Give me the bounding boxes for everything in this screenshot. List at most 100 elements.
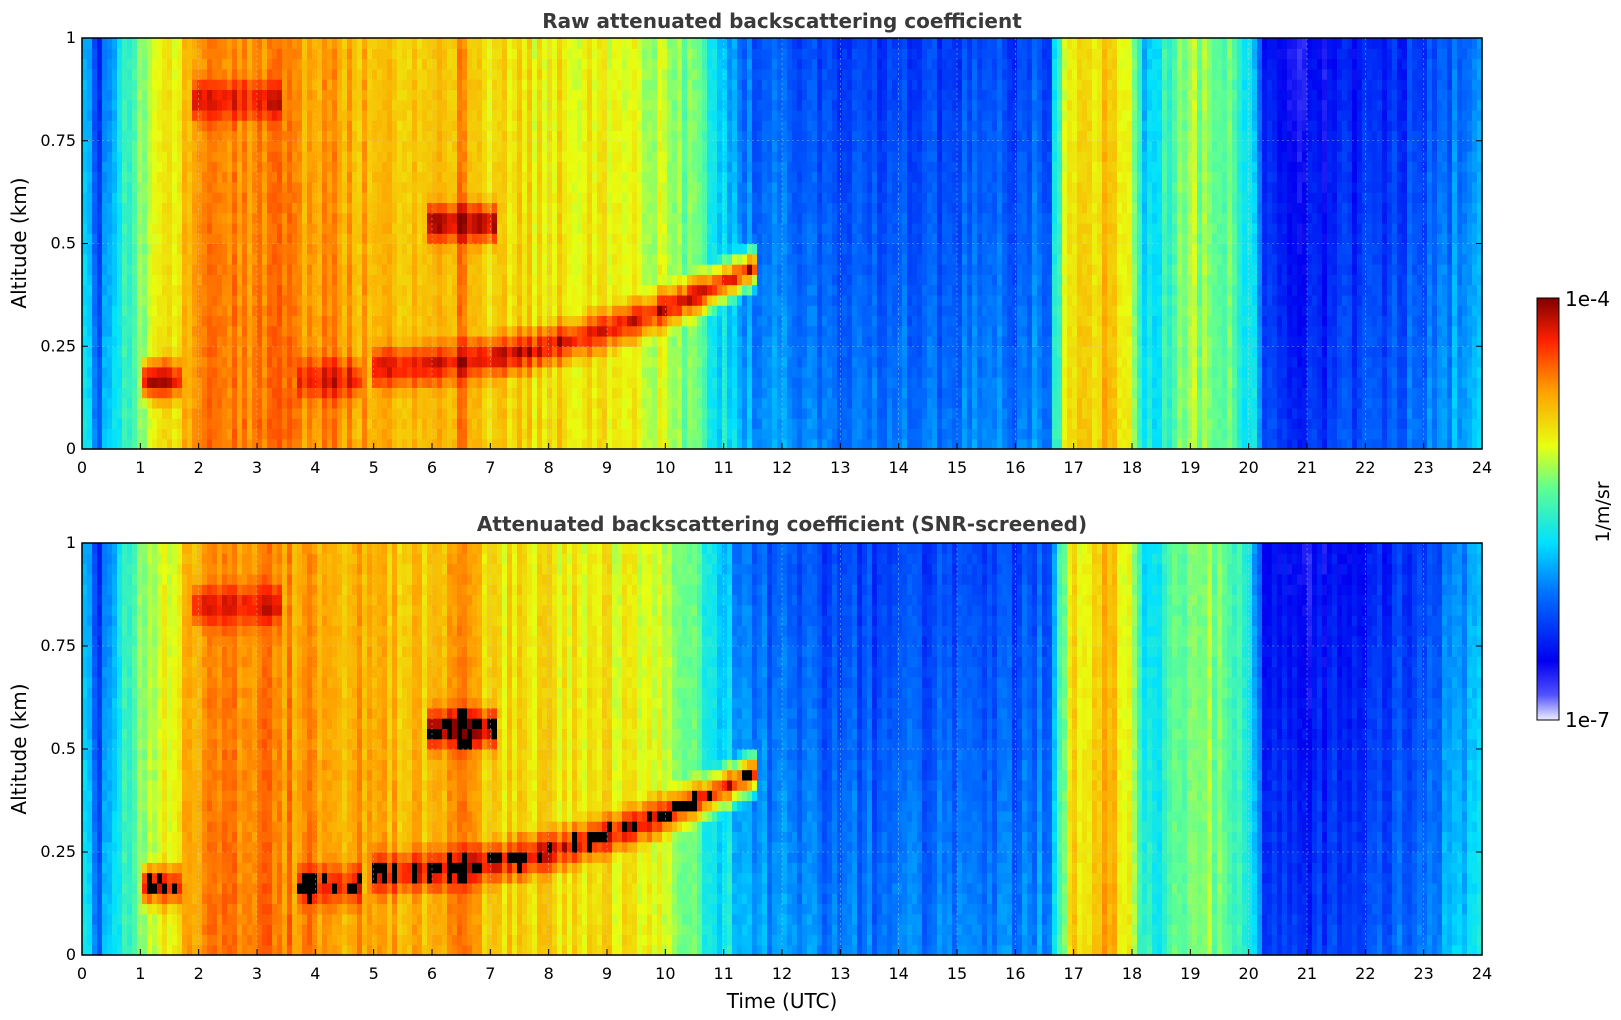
heatmap-cell [192, 356, 198, 368]
heatmap-cell [422, 274, 428, 286]
heatmap-cell [582, 346, 588, 358]
heatmap-cell [487, 243, 493, 255]
heatmap-cell [287, 335, 293, 347]
heatmap-cell [657, 407, 663, 419]
heatmap-cell [107, 407, 113, 419]
heatmap-cell [662, 233, 668, 245]
heatmap-cell [452, 325, 458, 337]
heatmap-cell [162, 38, 168, 49]
heatmap-cell [307, 438, 313, 450]
heatmap-cell [477, 377, 483, 388]
heatmap-cell [157, 68, 163, 80]
heatmap-cell [537, 264, 543, 275]
heatmap-cell [622, 171, 628, 183]
heatmap-cell [147, 305, 153, 317]
heatmap-cell [437, 233, 443, 245]
heatmap-cell [402, 48, 408, 60]
heatmap-cell [582, 274, 588, 286]
heatmap-cell [367, 305, 373, 317]
heatmap-cell [182, 356, 188, 368]
heatmap-cell [172, 253, 178, 265]
heatmap-cell [87, 438, 93, 450]
heatmap-cell [607, 438, 613, 450]
heatmap-cell [642, 79, 648, 90]
heatmap-cell [562, 130, 568, 142]
heatmap-cell [362, 387, 368, 399]
heatmap-cell [172, 120, 178, 132]
heatmap-cell [462, 325, 468, 337]
heatmap-cell [702, 274, 708, 286]
heatmap-cell [502, 274, 508, 286]
heatmap-cell [357, 192, 363, 204]
heatmap-cell [592, 377, 598, 388]
heatmap-cell [187, 418, 193, 430]
heatmap-cell [437, 161, 443, 173]
heatmap-cell [152, 264, 158, 275]
heatmap-cell [412, 202, 418, 214]
heatmap-cell [267, 68, 273, 80]
heatmap-cell [432, 68, 438, 80]
heatmap-cell [317, 140, 323, 152]
heatmap-cell [297, 387, 303, 399]
heatmap-cell [687, 181, 693, 193]
heatmap-cell [467, 181, 473, 193]
heatmap-cell [552, 181, 558, 193]
heatmap-cell [227, 315, 233, 327]
heatmap-cell [92, 407, 98, 419]
heatmap-cell [687, 171, 693, 183]
heatmap-cell [117, 79, 123, 90]
heatmap-cell [397, 407, 403, 419]
heatmap-cell [587, 294, 593, 306]
heatmap-cell [647, 397, 653, 409]
heatmap-cell [527, 294, 533, 306]
heatmap-cell [137, 315, 143, 327]
heatmap-cell [222, 325, 228, 337]
heatmap-cell [367, 192, 373, 204]
heatmap-cell [652, 58, 658, 70]
heatmap-cell [212, 366, 218, 378]
heatmap-cell [552, 58, 558, 70]
heatmap-cell [252, 243, 258, 255]
heatmap-cell [467, 377, 473, 388]
heatmap-cell [227, 161, 233, 173]
heatmap-cell [642, 407, 648, 419]
heatmap-cell [212, 233, 218, 245]
heatmap-cell [102, 68, 108, 80]
heatmap-cell [657, 58, 663, 70]
heatmap-cell [567, 79, 573, 90]
heatmap-cell [552, 377, 558, 388]
heatmap-cell [422, 58, 428, 70]
heatmap-cell [602, 284, 608, 296]
heatmap-cell [162, 264, 168, 275]
heatmap-cell [207, 233, 213, 245]
heatmap-cell [522, 79, 528, 90]
heatmap-cell [427, 377, 433, 388]
heatmap-cell [552, 356, 558, 368]
heatmap-cell [177, 151, 183, 162]
heatmap-cell [207, 274, 213, 286]
heatmap-cell [352, 171, 358, 183]
heatmap-cell [627, 356, 633, 368]
heatmap-cell [537, 48, 543, 60]
heatmap-cell [632, 377, 638, 388]
heatmap-cell [192, 284, 198, 296]
heatmap-cell [622, 253, 628, 265]
heatmap-cell [312, 407, 318, 419]
heatmap-cell [432, 438, 438, 450]
heatmap-cell [127, 284, 133, 296]
heatmap-cell [512, 315, 518, 327]
heatmap-cell [97, 335, 103, 347]
heatmap-cell [337, 325, 343, 337]
heatmap-cell [672, 407, 678, 419]
heatmap-cell [137, 346, 143, 358]
heatmap-cell [667, 397, 673, 409]
heatmap-cell [412, 181, 418, 193]
heatmap-cell [272, 274, 278, 286]
heatmap-cell [142, 99, 148, 111]
heatmap-cell [532, 181, 538, 193]
heatmap-cell [157, 89, 163, 101]
heatmap-cell [187, 192, 193, 204]
heatmap-cell [452, 243, 458, 255]
heatmap-cell [282, 68, 288, 80]
